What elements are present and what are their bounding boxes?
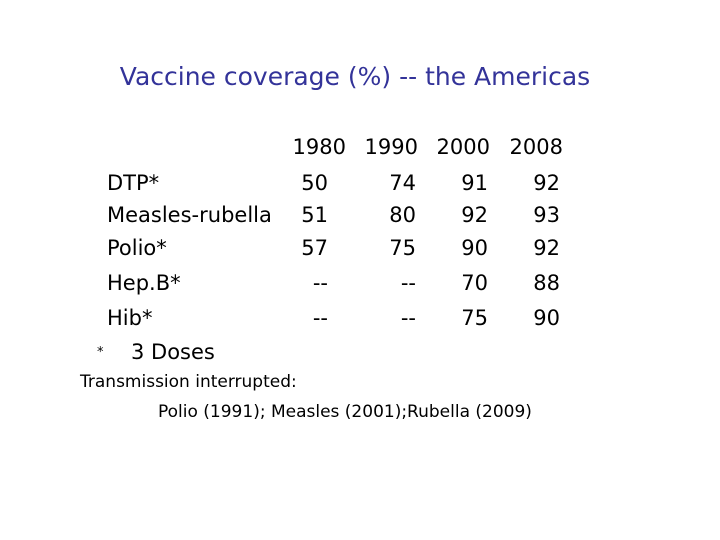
table-cell: -- [312, 271, 328, 295]
footnote-marker: * [97, 342, 104, 363]
table-cell: 93 [533, 203, 560, 227]
row-label: Measles-rubella [107, 203, 272, 227]
note-text: Polio (1991); Measles (2001);Rubella (20… [158, 402, 532, 422]
table-cell: 50 [301, 171, 328, 195]
table-cell: -- [400, 306, 416, 330]
footnote-asterisk: * [97, 345, 104, 360]
row-label: Hib* [107, 306, 153, 330]
row-label: Hep.B* [107, 271, 181, 295]
column-header: 2008 [509, 135, 563, 159]
table-cell: 92 [533, 171, 560, 195]
column-header: 1990 [364, 135, 418, 159]
note-heading: Transmission interrupted: [80, 372, 297, 392]
table-cell: 80 [389, 203, 416, 227]
table-cell: 91 [461, 171, 488, 195]
table-cell: 88 [533, 271, 560, 295]
table-cell: 75 [389, 236, 416, 260]
table-cell: -- [400, 271, 416, 295]
column-header: 1980 [292, 135, 346, 159]
table-cell: 92 [461, 203, 488, 227]
table-cell: 75 [461, 306, 488, 330]
table-cell: 57 [301, 236, 328, 260]
table-cell: 90 [533, 306, 560, 330]
table-cell: 51 [301, 203, 328, 227]
table-cell: 92 [533, 236, 560, 260]
table-cell: -- [312, 306, 328, 330]
table-cell: 90 [461, 236, 488, 260]
row-label: DTP* [107, 171, 160, 195]
footnote-text: 3 Doses [131, 340, 215, 364]
table-cell: 70 [461, 271, 488, 295]
table-cell: 74 [389, 171, 416, 195]
slide-title: Vaccine coverage (%) -- the Americas [119, 62, 591, 91]
column-header: 2000 [436, 135, 490, 159]
row-label: Polio* [107, 236, 167, 260]
